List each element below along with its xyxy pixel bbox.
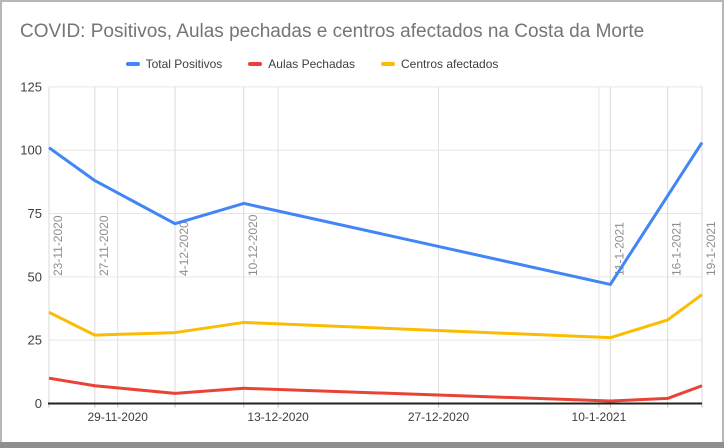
y-axis-label: 50 [28,269,42,284]
chart-title: COVID: Positivos, Aulas pechadas e centr… [20,21,645,42]
y-axis-label: 0 [35,396,42,411]
legend-item-aulas-pechadas[interactable]: Aulas Pechadas [248,57,355,71]
y-axis-label: 75 [28,206,42,221]
x-axis-label: 29-11-2020 [87,410,148,424]
x-axis-label: 27-12-2020 [408,410,470,424]
series-line-centros-afectados[interactable] [48,293,703,340]
y-axis-label: 100 [20,143,42,158]
legend-swatch-total-positivos [125,62,140,66]
legend-item-total-positivos[interactable]: Total Positivos [125,57,223,71]
x-axis-label: 13-12-2020 [247,410,309,424]
annotation-label: 27-11-2020 [97,215,111,276]
annotation-label: 16-1-2021 [670,221,684,276]
legend-item-centros-afectados[interactable]: Centros afectados [381,57,498,71]
series-line-total-positivos[interactable] [48,141,704,286]
y-axis-label: 125 [20,79,42,94]
legend-swatch-aulas-pechadas [248,62,263,66]
y-axis-label: 25 [28,333,42,348]
chart-legend: Total Positivos Aulas Pechadas Centros a… [52,57,572,71]
annotation-label: 23-11-2020 [51,215,65,276]
legend-label-aulas-pechadas: Aulas Pechadas [268,57,356,71]
series-line-aulas-pechadas[interactable] [48,376,703,403]
x-axis-label: 10-1-2021 [572,410,627,424]
window-bottom-bar [0,442,724,448]
annotation-label: 19-1-2021 [704,221,718,276]
legend-label-centros-afectados: Centros afectados [401,57,499,71]
annotation-label: 10-12-2020 [246,214,260,276]
legend-label-total-positivos: Total Positivos [145,57,223,71]
legend-swatch-centros-afectados [381,62,396,66]
annotation-label: 4-12-2020 [177,221,191,276]
